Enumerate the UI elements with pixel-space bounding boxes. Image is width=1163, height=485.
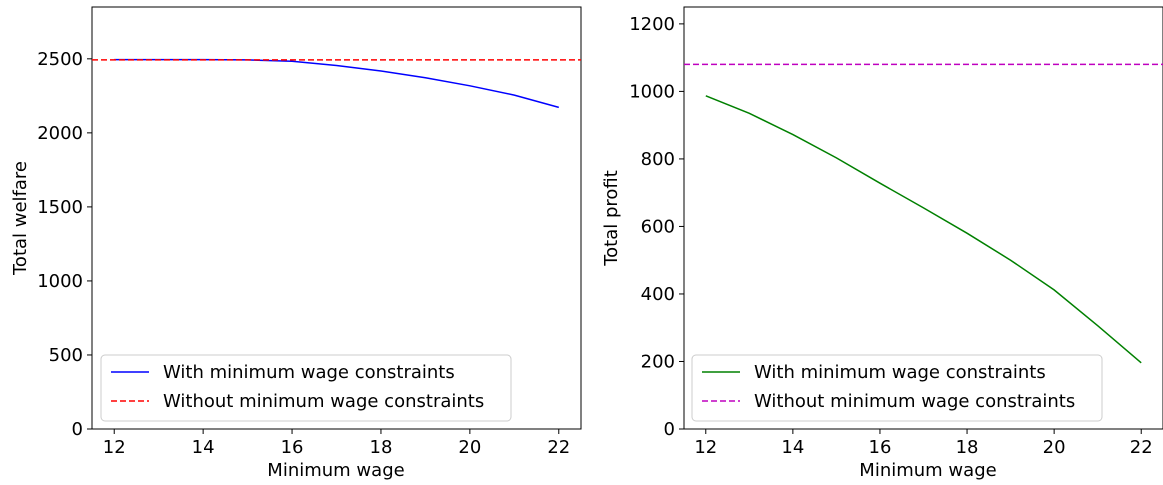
welfare-ytick-label: 2000 [37,123,83,144]
welfare-xtick-label: 12 [103,437,126,458]
welfare-xtick-label: 18 [370,437,393,458]
welfare-lines [92,58,581,109]
profit-xtick-label: 12 [694,437,717,458]
welfare-legend-label-without: Without minimum wage constraints [163,391,484,412]
profit-xtick-label: 18 [956,437,979,458]
profit-series-with-constraints [705,95,1142,364]
profit-ytick-label: 200 [641,351,675,372]
profit-ytick-label: 600 [641,216,675,237]
profit-ytick-label: 1000 [629,81,675,102]
welfare-xtick-label: 14 [192,437,215,458]
welfare-plot-frame [91,6,582,430]
profit-ticks: 12 14 16 18 20 22 0 200 400 600 800 1000 1200 [629,14,1152,458]
welfare-ytick-label: 1500 [37,197,83,218]
welfare-ytick-label: 500 [49,345,83,366]
profit-xtick-label: 14 [781,437,804,458]
welfare-legend-box [100,354,512,422]
welfare-xlabel: Minimum wage [267,460,404,481]
welfare-legend-label-with: With minimum wage constraints [163,362,455,383]
profit-xlabel: Minimum wage [859,460,996,481]
profit-legend-box [691,354,1103,422]
welfare-series-with-constraints [114,58,559,109]
profit-ytick-label: 400 [641,284,675,305]
welfare-ylabel: Total welfare [10,161,31,276]
welfare-ytick-label: 2500 [37,49,83,70]
welfare-ytick-label: 0 [72,419,83,440]
profit-ytick-label: 1200 [629,14,675,35]
welfare-legend: With minimum wage constraints Without mi… [100,354,512,422]
profit-xtick-label: 22 [1130,437,1153,458]
welfare-xtick-label: 16 [281,437,304,458]
welfare-ticks: 12 14 16 18 20 22 0 500 1000 1500 2000 2500 [37,49,570,458]
welfare-xtick-label: 22 [547,437,570,458]
profit-chart: Total profit Minimum wage 12 14 16 18 20 22 0 2… [601,6,1163,481]
profit-legend: With minimum wage constraints Without mi… [691,354,1103,422]
welfare-ytick-label: 1000 [37,271,83,292]
profit-xtick-label: 20 [1043,437,1066,458]
profit-plot-frame [683,6,1163,430]
profit-xtick-label: 16 [869,437,892,458]
profit-legend-label-with: With minimum wage constraints [754,362,1046,383]
welfare-chart: Total welfare Minimum wage 12 14 16 18 20 22 0… [10,6,582,481]
profit-ylabel: Total profit [601,170,622,267]
welfare-xtick-label: 20 [458,437,481,458]
profit-ytick-label: 800 [641,149,675,170]
profit-legend-label-without: Without minimum wage constraints [754,391,1075,412]
profit-lines [684,63,1163,364]
profit-ytick-label: 0 [664,419,675,440]
